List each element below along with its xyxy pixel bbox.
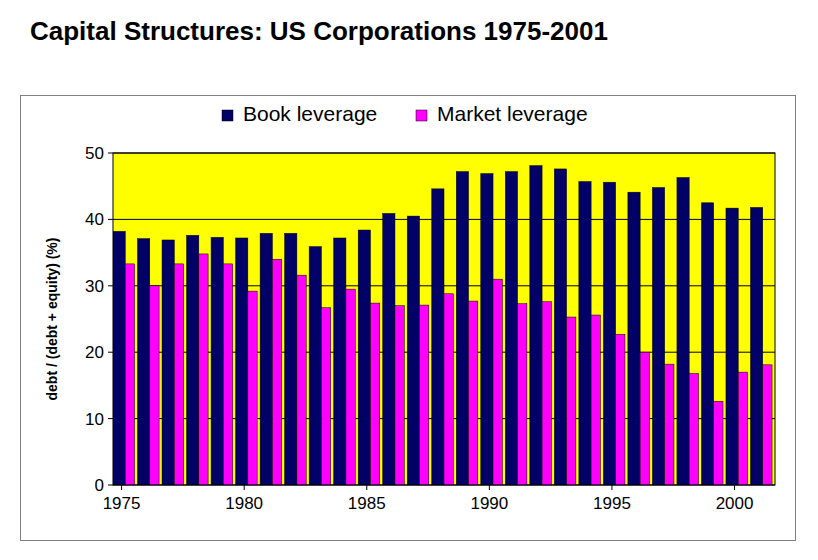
bar [456,172,468,485]
bar [738,372,747,485]
bar [297,275,306,485]
y-tick [108,418,113,419]
y-tick [108,153,113,154]
bar [542,302,551,485]
bar [395,306,404,485]
y-tick-label: 0 [95,476,104,495]
bar [321,308,330,485]
bar [579,182,591,485]
bar [162,240,174,485]
bars [113,166,772,485]
bar [591,315,600,485]
bar [763,365,772,485]
y-tick-label: 20 [85,343,104,362]
y-tick-label: 50 [85,144,104,163]
y-tick [108,285,113,286]
bar [481,174,493,485]
legend-label: Book leverage [243,102,377,125]
x-tick-label: 1990 [470,494,508,513]
y-axis-label: debt / (debt + equity) (%) [44,238,60,401]
x-tick [489,485,490,490]
bar [714,401,723,485]
bar [370,303,379,485]
bar [665,364,674,485]
bar [628,192,640,485]
bar [260,233,272,485]
bar [174,264,183,485]
x-tick-label: 2000 [716,494,754,513]
bar [640,352,649,485]
legend-label: Market leverage [437,102,588,125]
bar [334,238,346,485]
bar [677,178,689,485]
title: Capital Structures: US Corporations 1975… [30,16,608,47]
bar [199,254,208,485]
x-tick-label: 1995 [593,494,631,513]
bar [285,233,297,485]
y-tick-label: 30 [85,277,104,296]
bar [603,182,615,485]
x-tick-label: 1975 [103,494,141,513]
chart-frame [21,96,796,541]
x-tick [121,485,122,490]
bar [138,239,150,485]
y-tick [108,219,113,220]
bar [113,231,125,485]
bar [419,305,428,485]
x-tick [611,485,612,490]
x-tick-label: 1980 [225,494,263,513]
bar [567,317,576,485]
chart: 0 10 20 30 40 50 1975 1980 1985 1990 1995 2000 debt … [0,0,818,560]
bar [469,301,478,485]
bar [383,213,395,485]
bar [358,230,370,485]
bar [236,238,248,485]
bar [444,294,453,485]
bar [187,235,199,485]
bar [530,166,542,485]
y-tick [108,485,113,486]
plot-frame [113,153,775,485]
bar [726,208,738,485]
bar [272,259,281,485]
legend-swatch [222,110,233,121]
legend-swatch [416,110,427,121]
x-tick [734,485,735,490]
bar [689,373,698,485]
bar [223,264,232,485]
y-tick-label: 10 [85,410,104,429]
bar [309,247,321,485]
bar [407,216,419,485]
bar [518,304,527,485]
bar [432,189,444,485]
bar [750,207,762,485]
bar [346,289,355,485]
x-tick [366,485,367,490]
bar [505,172,517,485]
plot-background [113,153,775,485]
x-tick-label: 1985 [348,494,386,513]
bar [248,291,257,485]
y-tick-label: 40 [85,210,104,229]
bar [554,169,566,485]
bar [701,203,713,485]
bar [211,237,223,485]
y-tick [108,352,113,353]
bar [493,279,502,485]
bar [652,188,664,485]
bar [125,264,134,485]
bar [150,286,159,485]
x-tick [244,485,245,490]
bar [616,334,625,485]
